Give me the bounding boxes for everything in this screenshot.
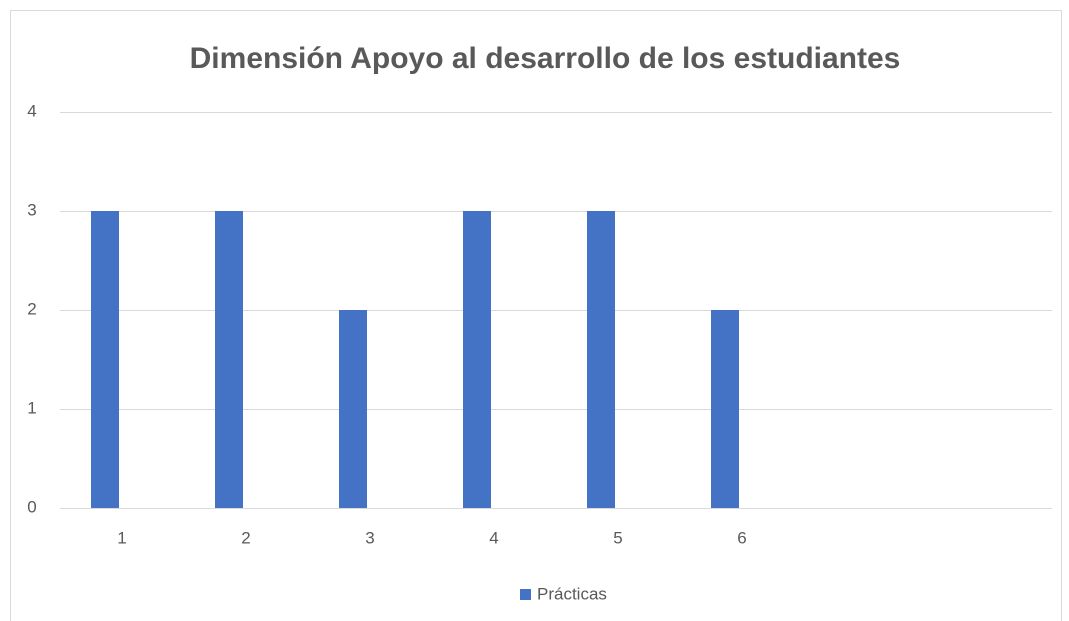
x-tick-label: 4 [489,528,498,547]
y-tick-label: 1 [27,398,36,417]
chart-border [10,10,1062,621]
x-tick-label: 2 [241,528,250,547]
bar [91,211,119,508]
legend-label: Prácticas [537,584,607,603]
y-tick-label: 4 [27,101,36,120]
bar [463,211,491,508]
y-tick-label: 0 [27,497,36,516]
bar [711,310,739,508]
y-tick-label: 2 [27,299,36,318]
x-tick-label: 3 [365,528,374,547]
x-tick-label: 5 [613,528,622,547]
chart-title: Dimensión Apoyo al desarrollo de los est… [190,42,901,75]
bar [587,211,615,508]
bar [215,211,243,508]
x-tick-label: 6 [737,528,746,547]
x-tick-label: 1 [117,528,126,547]
bar [339,310,367,508]
legend-swatch [520,589,531,600]
y-tick-label: 3 [27,200,36,219]
